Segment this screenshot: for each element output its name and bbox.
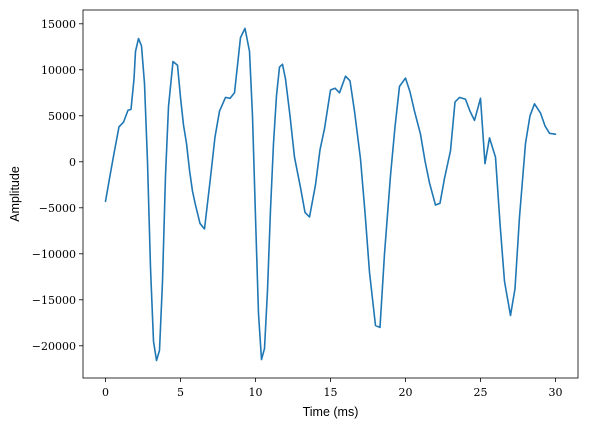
y-tick-label: −20000	[32, 340, 76, 353]
y-tick-label: 0	[69, 156, 76, 169]
x-tick-label: 25	[474, 386, 488, 399]
x-tick-label: 15	[324, 386, 338, 399]
y-tick-label: −15000	[32, 294, 76, 307]
y-axis-label: Amplitude	[8, 166, 22, 222]
x-tick-label: 5	[177, 386, 184, 399]
x-axis-ticks: 0 5 10 15 20 25 30	[102, 378, 563, 399]
plot-area	[82, 9, 579, 379]
y-tick-label: −10000	[32, 248, 76, 261]
x-tick-label: 0	[102, 386, 109, 399]
y-tick-label: −5000	[39, 202, 76, 215]
x-tick-label: 20	[399, 386, 413, 399]
y-tick-label: 15000	[41, 18, 76, 31]
y-tick-label: 5000	[48, 110, 76, 123]
y-tick-label: 10000	[41, 64, 76, 77]
y-axis-ticks: 15000 10000 5000 0 −5000 −10000 −15000 −20000	[32, 18, 83, 353]
series-line	[104, 27, 557, 362]
x-tick-label: 10	[249, 386, 263, 399]
x-tick-label: 30	[549, 386, 563, 399]
x-axis-label: Time (ms)	[303, 405, 359, 419]
